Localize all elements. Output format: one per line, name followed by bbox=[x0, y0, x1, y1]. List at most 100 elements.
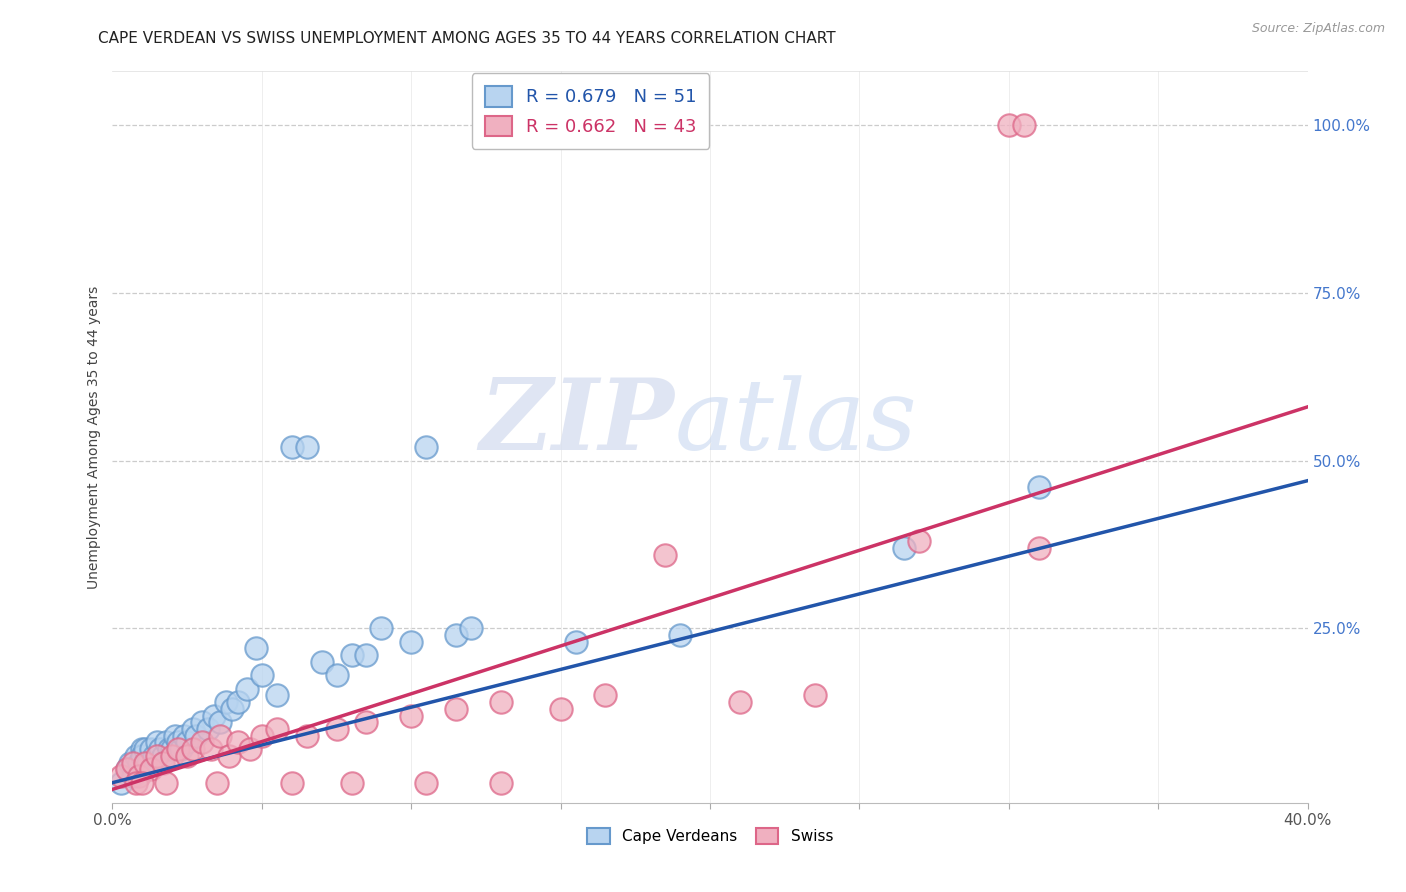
Point bbox=[131, 742, 153, 756]
Point bbox=[595, 689, 617, 703]
Point bbox=[143, 748, 166, 763]
Point bbox=[138, 756, 160, 770]
Point bbox=[125, 748, 148, 763]
Point bbox=[176, 735, 198, 749]
Point bbox=[167, 735, 190, 749]
Point bbox=[181, 742, 204, 756]
Point bbox=[340, 648, 363, 662]
Point bbox=[146, 735, 169, 749]
Point bbox=[110, 769, 132, 783]
Point bbox=[209, 715, 232, 730]
Point bbox=[197, 722, 219, 736]
Point bbox=[415, 440, 437, 454]
Point bbox=[157, 742, 180, 756]
Point bbox=[152, 756, 174, 770]
Point bbox=[134, 756, 156, 770]
Point bbox=[167, 742, 190, 756]
Point bbox=[125, 775, 148, 789]
Point bbox=[250, 668, 273, 682]
Point bbox=[173, 729, 195, 743]
Point bbox=[489, 695, 512, 709]
Point bbox=[170, 742, 193, 756]
Point bbox=[209, 729, 232, 743]
Point bbox=[460, 621, 482, 635]
Point bbox=[122, 756, 145, 770]
Point bbox=[134, 742, 156, 756]
Point bbox=[654, 548, 676, 562]
Point bbox=[155, 775, 177, 789]
Point bbox=[245, 641, 267, 656]
Point bbox=[356, 648, 378, 662]
Point bbox=[311, 655, 333, 669]
Point bbox=[226, 735, 249, 749]
Point bbox=[295, 729, 318, 743]
Point bbox=[141, 742, 163, 756]
Point bbox=[117, 762, 139, 776]
Point bbox=[141, 762, 163, 776]
Point bbox=[356, 715, 378, 730]
Point bbox=[803, 689, 825, 703]
Point bbox=[1028, 541, 1050, 555]
Point bbox=[281, 440, 304, 454]
Point bbox=[152, 748, 174, 763]
Text: Source: ZipAtlas.com: Source: ZipAtlas.com bbox=[1251, 22, 1385, 36]
Y-axis label: Unemployment Among Ages 35 to 44 years: Unemployment Among Ages 35 to 44 years bbox=[87, 285, 101, 589]
Point bbox=[117, 762, 139, 776]
Point bbox=[340, 775, 363, 789]
Point bbox=[146, 748, 169, 763]
Point bbox=[444, 628, 467, 642]
Point bbox=[131, 748, 153, 763]
Point bbox=[200, 742, 222, 756]
Point bbox=[236, 681, 259, 696]
Point bbox=[489, 775, 512, 789]
Point bbox=[908, 534, 931, 549]
Point bbox=[415, 775, 437, 789]
Point bbox=[370, 621, 392, 635]
Point bbox=[564, 634, 586, 648]
Point bbox=[149, 742, 172, 756]
Point bbox=[191, 715, 214, 730]
Point bbox=[122, 769, 145, 783]
Text: ZIP: ZIP bbox=[479, 375, 675, 471]
Point bbox=[401, 634, 423, 648]
Point bbox=[186, 729, 208, 743]
Point bbox=[250, 729, 273, 743]
Text: CAPE VERDEAN VS SWISS UNEMPLOYMENT AMONG AGES 35 TO 44 YEARS CORRELATION CHART: CAPE VERDEAN VS SWISS UNEMPLOYMENT AMONG… bbox=[98, 31, 837, 46]
Point bbox=[205, 775, 228, 789]
Point bbox=[155, 735, 177, 749]
Point bbox=[128, 756, 150, 770]
Text: atlas: atlas bbox=[675, 375, 917, 470]
Point bbox=[128, 769, 150, 783]
Point bbox=[176, 748, 198, 763]
Point bbox=[131, 775, 153, 789]
Point bbox=[893, 541, 915, 555]
Point bbox=[998, 118, 1021, 132]
Point bbox=[1028, 480, 1050, 494]
Legend: Cape Verdeans, Swiss: Cape Verdeans, Swiss bbox=[581, 822, 839, 850]
Point bbox=[218, 748, 240, 763]
Point bbox=[325, 722, 347, 736]
Point bbox=[162, 742, 183, 756]
Point bbox=[266, 722, 288, 736]
Point bbox=[202, 708, 225, 723]
Point bbox=[120, 756, 142, 770]
Point bbox=[191, 735, 214, 749]
Point bbox=[221, 702, 243, 716]
Point bbox=[401, 708, 423, 723]
Point bbox=[669, 628, 692, 642]
Point bbox=[281, 775, 304, 789]
Point bbox=[162, 748, 183, 763]
Point bbox=[325, 668, 347, 682]
Point bbox=[728, 695, 751, 709]
Point bbox=[550, 702, 572, 716]
Point bbox=[215, 695, 238, 709]
Point bbox=[165, 729, 187, 743]
Point bbox=[1012, 118, 1035, 132]
Point bbox=[181, 722, 204, 736]
Point bbox=[226, 695, 249, 709]
Point bbox=[444, 702, 467, 716]
Point bbox=[110, 775, 132, 789]
Point bbox=[266, 689, 288, 703]
Point bbox=[295, 440, 318, 454]
Point bbox=[239, 742, 262, 756]
